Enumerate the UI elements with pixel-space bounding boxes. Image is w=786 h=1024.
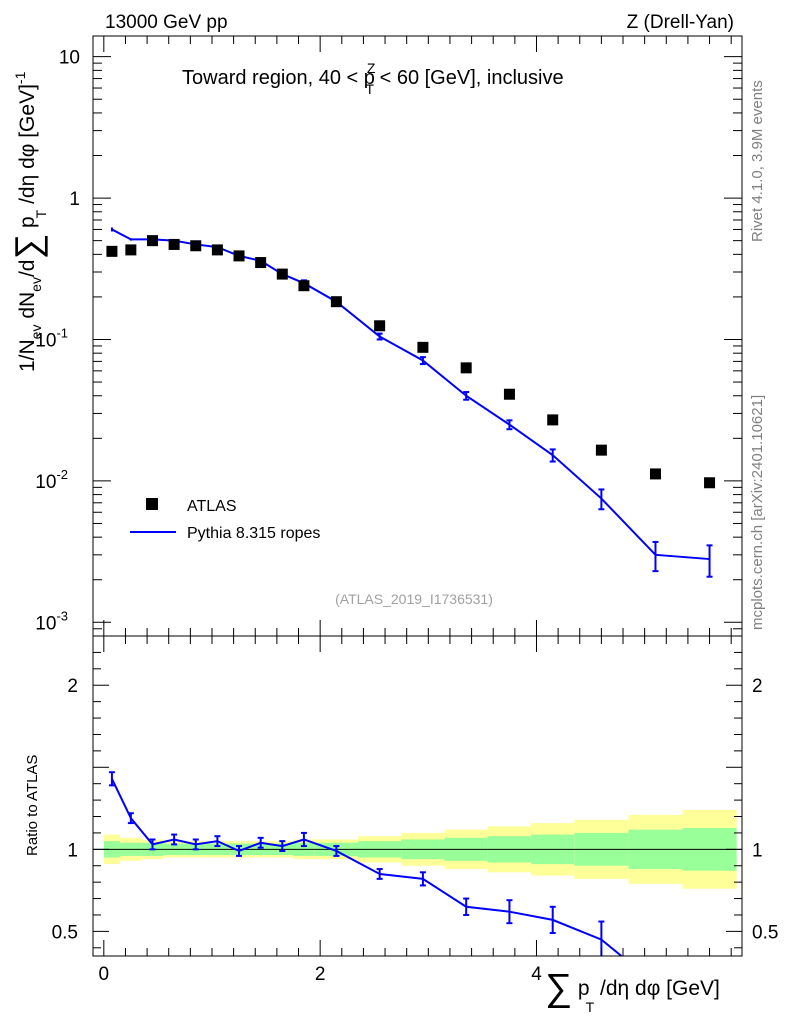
ratio-y-tick-label-right: 0.5 bbox=[752, 922, 778, 943]
header-left: 13000 GeV pp bbox=[105, 12, 228, 33]
ratio-y-tick-label-right: 2 bbox=[752, 676, 763, 697]
ratio-y-tick-label: 0.5 bbox=[52, 922, 78, 943]
atlas-data-point bbox=[330, 296, 342, 308]
svg-text:Toward region, 40 < pZT < 60 [: Toward region, 40 < pZ T < 60 [GeV], incl… bbox=[182, 60, 564, 97]
x-tick-label: 0 bbox=[99, 964, 110, 985]
atlas-data-point bbox=[649, 468, 661, 480]
atlas-data-point bbox=[503, 388, 515, 400]
top-y-tick-label: 10-3 bbox=[35, 608, 68, 634]
ratio-y-tick-label-right: 1 bbox=[752, 840, 763, 861]
ratio-y-tick-label: 1 bbox=[67, 840, 78, 861]
ratio-y-tick-label: 2 bbox=[67, 676, 78, 697]
plot-title: Toward region, 40 < pZ T < 60 [GeV], incl… bbox=[182, 60, 564, 97]
analysis-watermark: (ATLAS_2019_I1736531) bbox=[335, 591, 493, 607]
atlas-data-point bbox=[233, 250, 245, 262]
legend-label-atlas: ATLAS bbox=[187, 498, 237, 515]
mcplots-label: mcplots.cern.ch [arXiv:2401.10621] bbox=[749, 395, 766, 630]
atlas-data-point bbox=[125, 244, 137, 256]
atlas-data-point bbox=[255, 257, 267, 269]
atlas-data-point bbox=[547, 414, 559, 426]
bottom-frame bbox=[92, 635, 743, 957]
atlas-data-point bbox=[460, 362, 472, 374]
legend: ATLAS Pythia 8.315 ropes bbox=[130, 498, 320, 542]
atlas-data-point bbox=[298, 280, 310, 292]
atlas-data-point bbox=[190, 240, 202, 252]
atlas-data-point bbox=[276, 268, 288, 280]
mc-series-ratio bbox=[108, 771, 623, 956]
axis-ticks bbox=[93, 36, 742, 956]
atlas-data-point bbox=[374, 320, 386, 332]
top-y-tick-label: 10-2 bbox=[35, 467, 68, 493]
top-y-tick-label: 10-1 bbox=[35, 325, 68, 351]
legend-label-pythia: Pythia 8.315 ropes bbox=[187, 525, 320, 542]
ratio-y-axis-label: Ratio to ATLAS bbox=[24, 755, 41, 856]
svg-text:∑ pT /dη dφ [GeV]: ∑ pT /dη dφ [GeV] bbox=[545, 967, 720, 1015]
header-right: Z (Drell-Yan) bbox=[627, 12, 734, 33]
legend-marker-atlas bbox=[146, 498, 158, 510]
svg-text:1/Nev dNev/d∑ pT /dη dφ [GeV]: 1/Nev dNev/d∑ pT /dη dφ [GeV]-1 bbox=[7, 71, 49, 372]
atlas-data-point bbox=[211, 244, 223, 256]
atlas-data-point bbox=[595, 444, 607, 456]
x-tick-label: 4 bbox=[531, 964, 542, 985]
atlas-data-point bbox=[417, 341, 429, 353]
top-y-axis-label: 1/Nev dNev/d∑ pT /dη dφ [GeV]-1 bbox=[7, 71, 49, 372]
rivet-label: Rivet 4.1.0, 3.9M events bbox=[749, 80, 766, 242]
top-y-tick-label: 1 bbox=[69, 189, 80, 210]
atlas-data-point bbox=[106, 245, 118, 257]
top-y-tick-label: 10 bbox=[59, 48, 80, 69]
data-series-top bbox=[106, 235, 716, 489]
x-tick-label: 2 bbox=[315, 964, 326, 985]
atlas-data-point bbox=[146, 235, 158, 247]
top-frame bbox=[92, 35, 743, 637]
atlas-data-point bbox=[704, 477, 716, 489]
axis-tick-labels: 10 1 10-1 10-2 10-3 0 2 4 0.5 0.5 1 1 2 2 bbox=[35, 48, 778, 985]
atlas-data-point bbox=[168, 238, 180, 250]
ratio-line bbox=[111, 778, 623, 956]
